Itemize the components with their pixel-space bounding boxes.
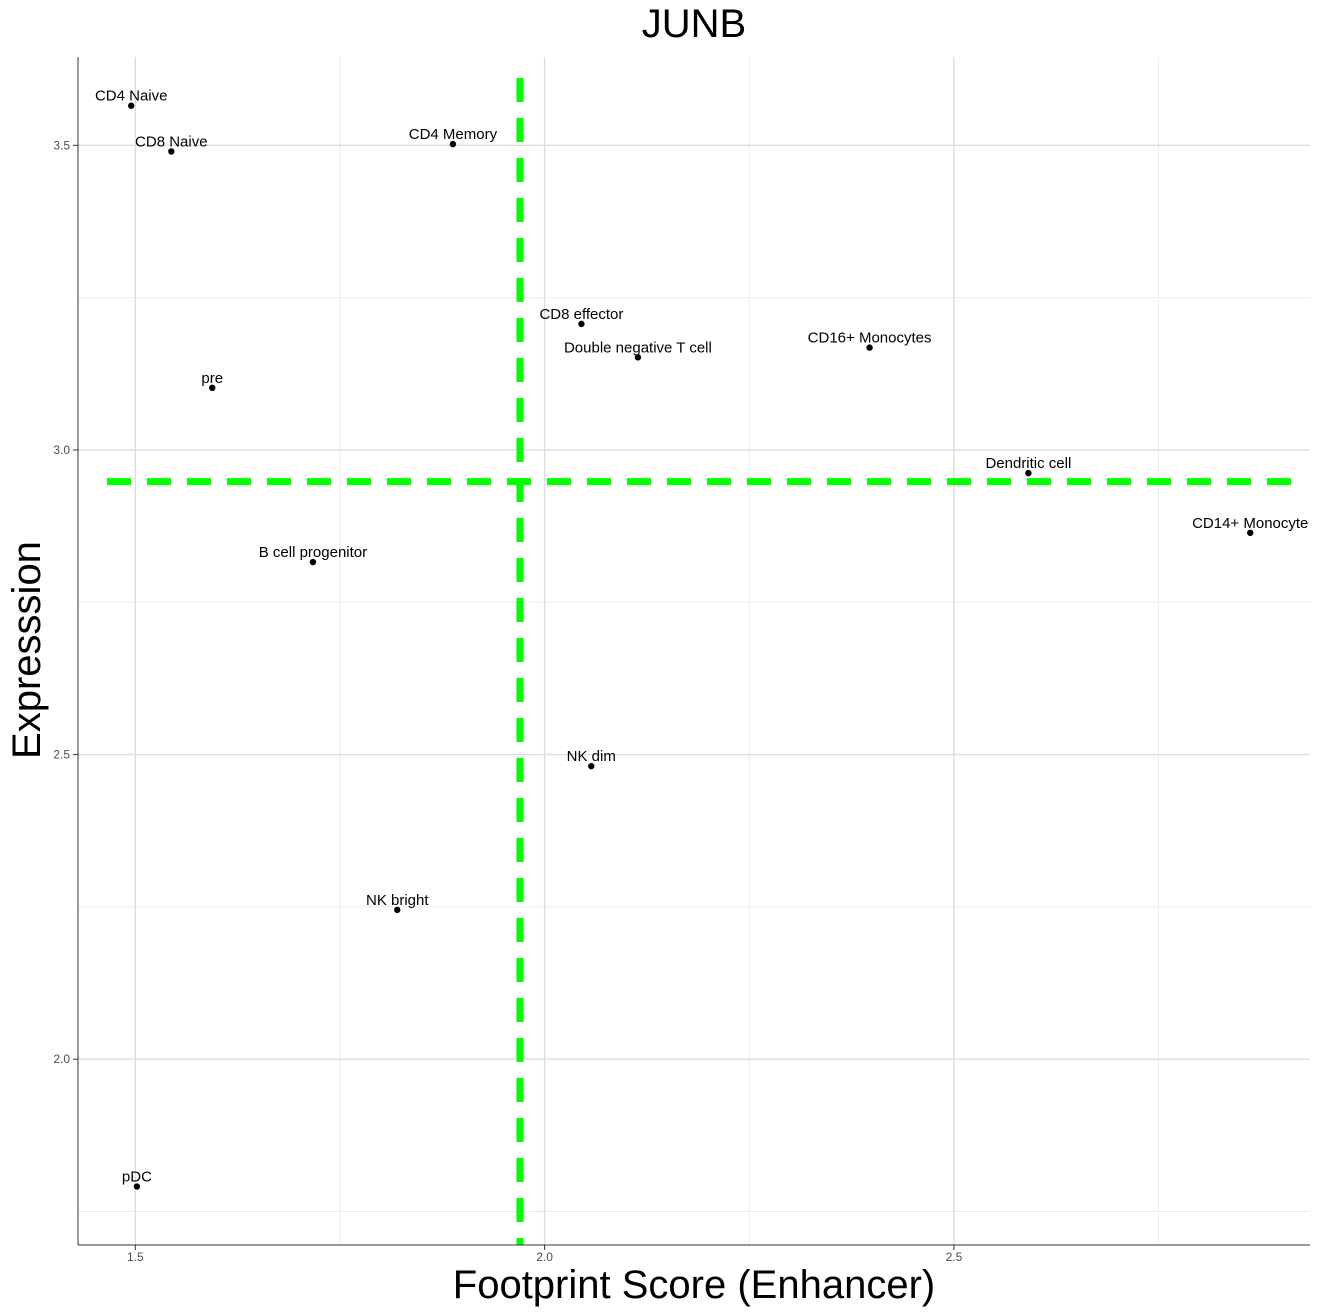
- ticks: 1.5 2.0 2.5 2.0 2.5 3.0 3.5: [53, 138, 962, 1264]
- x-axis-title: Footprint Score (Enhancer): [453, 1263, 935, 1307]
- data-point-label: CD14+ Monocyte: [1192, 515, 1308, 532]
- data-point: [309, 558, 317, 566]
- data-point-label: CD16+ Monocytes: [808, 330, 932, 347]
- data-point: [634, 354, 642, 361]
- data-labels: CD4 Naive CD8 Naive CD4 Memory CD8 effector…: [95, 88, 1308, 1186]
- y-tick-label: 2.5: [53, 748, 70, 762]
- data-point: [866, 344, 873, 351]
- data-point-label: pDC: [122, 1169, 152, 1186]
- y-tick-label: 3.5: [53, 138, 70, 152]
- data-point-label: Dendritic cell: [985, 455, 1071, 472]
- axes: [77, 57, 1310, 1246]
- x-tick-label: 1.5: [127, 1250, 144, 1264]
- x-tick-label: 2.0: [536, 1250, 553, 1264]
- reference-lines: [107, 78, 1296, 1245]
- data-point: [168, 148, 175, 155]
- data-point-label: NK dim: [567, 748, 616, 765]
- data-point: [1025, 469, 1032, 477]
- data-point-label: B cell progenitor: [259, 544, 367, 561]
- y-tick-label: 3.0: [53, 443, 70, 457]
- data-point-label: NK bright: [366, 892, 429, 909]
- data-point: [133, 1183, 141, 1190]
- x-tick-label: 2.5: [946, 1250, 963, 1264]
- data-point: [209, 384, 216, 392]
- y-axis-title: Expresssion: [5, 541, 49, 759]
- data-point-label: CD4 Memory: [409, 126, 498, 143]
- data-point: [1247, 529, 1254, 537]
- data-point-label: Double negative T cell: [564, 339, 712, 356]
- data-points: [128, 102, 1254, 1190]
- data-point-label: pre: [201, 370, 223, 387]
- y-tick-label: 2.0: [53, 1052, 70, 1066]
- data-point: [394, 906, 401, 914]
- grid: [78, 57, 1310, 1245]
- data-point-label: CD8 effector: [539, 306, 623, 323]
- data-point: [449, 140, 457, 148]
- data-point-label: CD4 Naive: [95, 88, 168, 105]
- data-point-label: CD8 Naive: [135, 133, 208, 150]
- data-point: [128, 102, 135, 109]
- data-point: [578, 320, 585, 328]
- data-point: [588, 762, 595, 770]
- chart-title: JUNB: [642, 2, 746, 46]
